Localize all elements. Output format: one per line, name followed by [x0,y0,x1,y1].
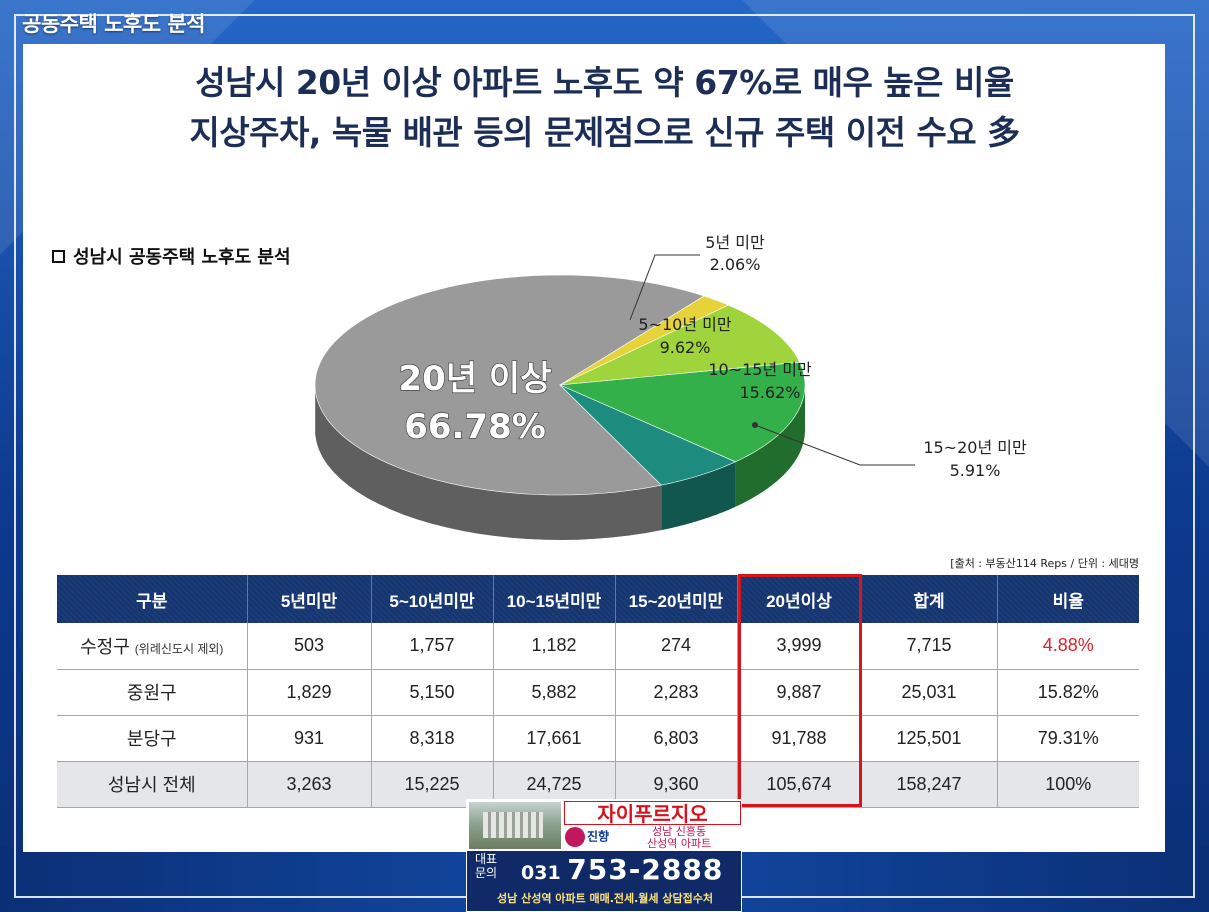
ad-agent: 진향 [565,827,609,847]
label-slice-1-name: 5년 미만 [705,233,765,252]
ad-phone[interactable]: 031 753-2888 [521,853,723,886]
pie-slice-3 [558,361,806,463]
cell: 17,661 [493,715,616,762]
label-slice-4-name: 15~20년 미만 [923,438,1027,457]
pie-side-3 [735,385,805,507]
cell: 2,283 [615,669,738,716]
cell-ratio: 4.88% [997,623,1139,670]
row-label: 분당구 [57,715,248,762]
aging-table: 구분 5년미만 5~10년미만 10~15년미만 15~20년미만 20년이상 … [57,575,1139,808]
header-20plus: 20년이상 [737,575,862,623]
cell: 8,318 [371,715,494,762]
pie-side-0 [315,389,662,540]
header-ratio: 비율 [997,575,1139,623]
cell: 9,887 [737,669,862,716]
label-slice-3-value: 15.62% [739,383,800,402]
label-slice-3-name: 10~15년 미만 [708,360,812,379]
table-header-row: 구분 5년미만 5~10년미만 10~15년미만 15~20년미만 20년이상 … [57,575,1139,623]
cell: 503 [247,623,372,670]
realtor-ad[interactable]: 자이푸르지오 진향 성남 신흥동 산성역 아파트 대표 문의 031 753-2… [466,799,742,912]
pie-chart: 20년 이상 66.78% 5년 미만 2.06% 5~10년 미만 9.62% 10~15… [314,233,1027,540]
pie-slice-0 [314,274,705,496]
cell: 3,999 [737,623,862,670]
cell: 274 [615,623,738,670]
headline-line-2: 지상주차, 녹물 배관 등의 문제점으로 신규 주택 이전 수요 多 [189,113,1020,152]
cell: 91,788 [737,715,862,762]
pie-slice-4 [559,384,737,486]
table-row: 수정구 (위례신도시 제외) 503 1,757 1,182 274 3,999… [57,623,1139,670]
row-label: 수정구 (위례신도시 제외) [57,623,248,670]
slide-title: 공동주택 노후도 분석 [22,12,206,36]
cell: 931 [247,715,372,762]
pie-layer: 20년 이상 66.78% 5년 미만 2.06% 5~10년 미만 9.62% 10~15… [314,233,1027,540]
cell: 105,674 [737,761,862,808]
header-15-20: 15~20년미만 [615,575,738,623]
agency-seal-icon [565,827,585,847]
header-category: 구분 [57,575,248,623]
header-total: 합계 [861,575,998,623]
ad-contact-label: 대표 문의 [475,852,497,880]
cell: 6,803 [615,715,738,762]
ad-area-line-1: 성남 신흥동 [652,825,707,838]
callout-dot-4 [752,422,758,428]
checkbox-square-icon [52,249,65,263]
pie-slice-2 [559,304,801,386]
headline-line-1: 성남시 20년 이상 아파트 노후도 약 67%로 매우 높은 비율 [195,63,1014,102]
label-slice-0-name: 20년 이상 [399,359,552,399]
cell: 1,182 [493,623,616,670]
headline: 성남시 20년 이상 아파트 노후도 약 67%로 매우 높은 비율 지상주차,… [0,58,1209,158]
label-slice-0-value: 66.78% [404,407,546,447]
cell: 5,150 [371,669,494,716]
pie-slice-1 [559,295,730,386]
ad-area: 성남 신흥동 산성역 아파트 [647,826,711,850]
ad-bottom-text: 성남 산성역 아파트 매매.전세.월세 상담접수처 [497,892,713,905]
district-note: (위례신도시 제외) [134,641,224,656]
cell: 125,501 [861,715,998,762]
cell: 1,829 [247,669,372,716]
section-label-text: 성남시 공동주택 노후도 분석 [73,247,291,268]
cell: 3,263 [247,761,372,808]
ad-contact-line-1: 대표 [475,852,498,866]
source-note: [출처 : 부동산114 Reps / 단위 : 세대명 [950,557,1139,570]
cell-ratio: 15.82% [997,669,1139,716]
cell: 5,882 [493,669,616,716]
cell: 25,031 [861,669,998,716]
cell-ratio: 79.31% [997,715,1139,762]
label-slice-4-value: 5.91% [950,461,1001,480]
apartment-photo [469,802,561,849]
cell: 7,715 [861,623,998,670]
section-label: 성남시 공동주택 노후도 분석 [52,243,291,269]
callout-line-1 [629,254,700,321]
table-row: 분당구 931 8,318 17,661 6,803 91,788 125,50… [57,715,1139,762]
cell-ratio: 100% [997,761,1139,808]
district-name: 수정구 [80,636,130,657]
label-slice-1-value: 2.06% [710,255,761,274]
callout-line-4 [754,424,915,466]
row-label: 중원구 [57,669,248,716]
label-slice-2-value: 9.62% [660,338,711,357]
ad-phone-prefix: 031 [521,862,561,884]
ad-phone-number: 753-2888 [567,853,724,886]
pie-side-4 [661,461,736,531]
header-under5: 5년미만 [247,575,372,623]
table-row-total: 성남시 전체 3,263 15,225 24,725 9,360 105,674… [57,761,1139,808]
ad-brand: 자이푸르지오 [564,801,741,826]
cell: 1,757 [371,623,494,670]
cell: 158,247 [861,761,998,808]
table-row: 중원구 1,829 5,150 5,882 2,283 9,887 25,031… [57,669,1139,716]
label-slice-2-name: 5~10년 미만 [638,315,731,334]
row-label: 성남시 전체 [57,761,248,808]
ad-area-line-2: 산성역 아파트 [647,837,712,850]
ad-agent-name: 진향 [587,829,610,844]
ad-contact-line-2: 문의 [475,866,498,880]
header-5-10: 5~10년미만 [371,575,494,623]
header-10-15: 10~15년미만 [493,575,616,623]
